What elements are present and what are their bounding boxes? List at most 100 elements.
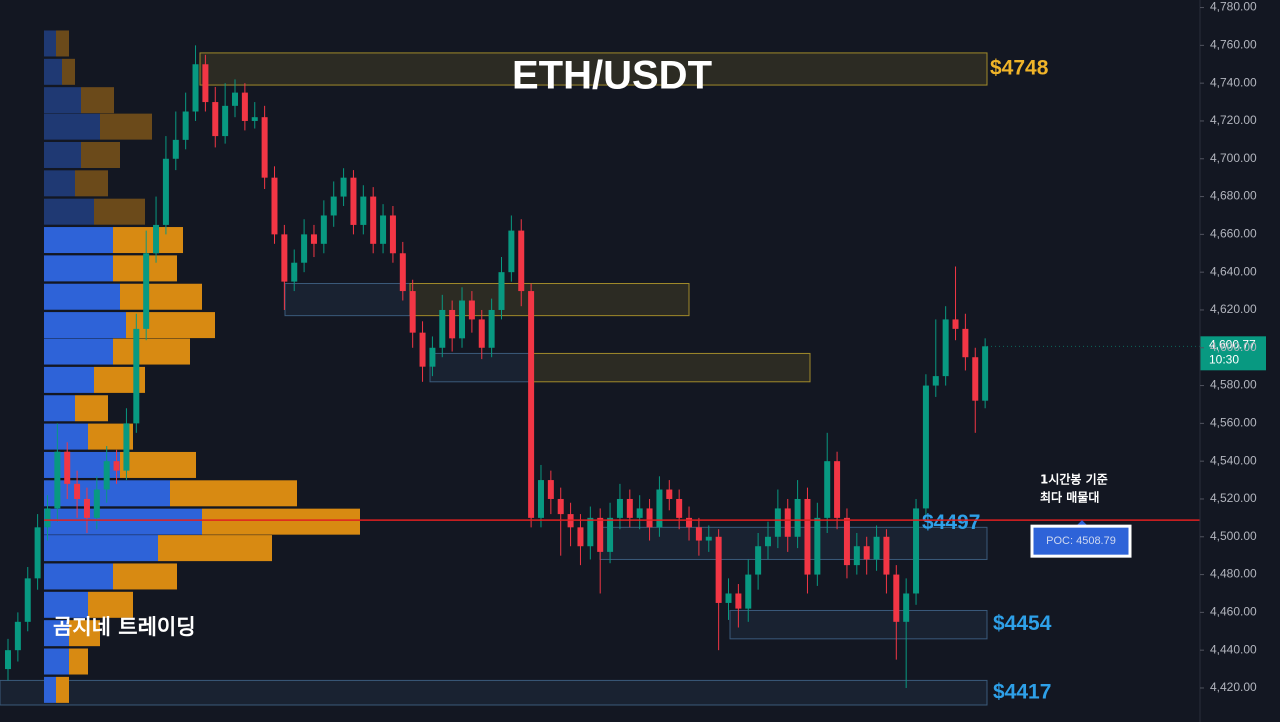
candle-body [824,461,831,518]
buy-volume-bar [44,255,113,282]
sell-volume-bar [62,58,75,85]
candle-body [873,536,880,560]
candle-body [212,102,219,137]
candle-body [715,536,722,603]
candle-body [93,489,100,518]
sell-volume-bar [126,312,215,339]
candle-body [745,574,752,609]
zone [199,52,988,86]
candle-body [241,92,248,121]
candle-body [54,451,61,509]
zone [429,352,531,383]
candle-body [360,196,367,225]
buy-volume-bar [44,591,88,618]
sell-volume-bar [158,535,272,562]
candle-body [883,536,890,575]
sell-volume-bar [170,480,297,507]
watermark: 곰지네 트레이딩 [53,615,196,639]
candle-body [922,385,929,509]
y-tick-label: 4,440.00 [1210,642,1257,656]
candle-body [794,498,801,537]
candle-body [74,483,81,499]
candle-body [557,498,564,515]
candle-body [686,517,693,528]
candle-body [83,498,90,518]
y-tick-label: 4,740.00 [1210,75,1257,89]
y-tick-label: 4,720.00 [1210,113,1257,127]
buy-volume-bar [44,395,75,422]
candle-body [518,230,525,292]
candle-body [5,650,11,670]
candle-body [172,139,179,159]
buy-volume-bar [44,648,69,675]
candle-body [755,546,762,575]
y-tick-label: 4,680.00 [1210,189,1257,203]
candle-body [528,291,535,518]
candle-body [537,480,544,518]
candle-body [804,498,811,575]
candle-body [863,546,870,560]
candle-body [380,215,387,244]
buy-volume-bar [44,366,94,393]
zone-label: $4748 [990,57,1049,80]
candle-body [725,593,732,603]
y-tick-label: 4,580.00 [1210,378,1257,392]
y-tick-label: 4,500.00 [1210,529,1257,543]
candle-body [893,574,900,622]
buy-volume-bar [44,620,69,647]
candle-body [429,347,436,367]
annotation: 1시간봉 기준 [1040,472,1108,487]
candle-body [853,546,860,566]
candle-body [834,461,841,518]
zone [599,526,988,560]
candle-body [419,332,426,367]
sell-volume-bar [202,508,360,535]
candle-body [64,451,71,484]
candle-body [764,536,771,547]
buy-volume-bar [44,198,94,225]
candle-body [301,234,308,263]
y-tick-label: 4,620.00 [1210,302,1257,316]
candle-body [389,215,396,254]
candle-body [133,328,140,424]
sell-volume-bar [81,141,120,168]
candle-body [478,319,485,348]
candle-body [932,376,939,386]
sell-volume-bar [113,227,183,254]
zone [284,283,411,317]
candle-body [291,262,298,282]
candle-body [508,230,515,273]
y-tick-label: 4,780.00 [1210,0,1257,14]
buy-volume-bar [44,283,120,310]
y-tick-label: 4,460.00 [1210,605,1257,619]
candle-body [705,536,712,541]
buy-volume-bar [44,535,158,562]
candle-body [192,64,199,112]
candle-body [330,196,337,216]
sell-volume-bar [113,563,177,590]
buy-volume-bar [44,113,100,140]
candle-body [449,309,456,339]
candle-body [24,578,31,622]
zone-label: $4417 [993,680,1051,703]
annotation: 최다 매물대 [1040,490,1099,505]
buy-volume-bar [44,563,113,590]
volume-profile [44,30,360,703]
candle-body [942,319,949,377]
candle-body [972,357,979,401]
sell-volume-bar [75,170,108,197]
candle-body [350,177,357,225]
candle-body [903,593,910,622]
zone [409,283,690,317]
y-tick-label: 4,480.00 [1210,567,1257,581]
candle-body [468,300,475,320]
buy-volume-bar [44,676,56,703]
poc-label: POC: 4508.79 [1046,535,1116,547]
y-tick-label: 4,520.00 [1210,491,1257,505]
candle-body [251,117,258,121]
sell-volume-bar [56,676,69,703]
sell-volume-bar [113,338,190,365]
sell-volume-bar [100,113,152,140]
buy-volume-bar [44,30,56,57]
buy-volume-bar [44,338,113,365]
